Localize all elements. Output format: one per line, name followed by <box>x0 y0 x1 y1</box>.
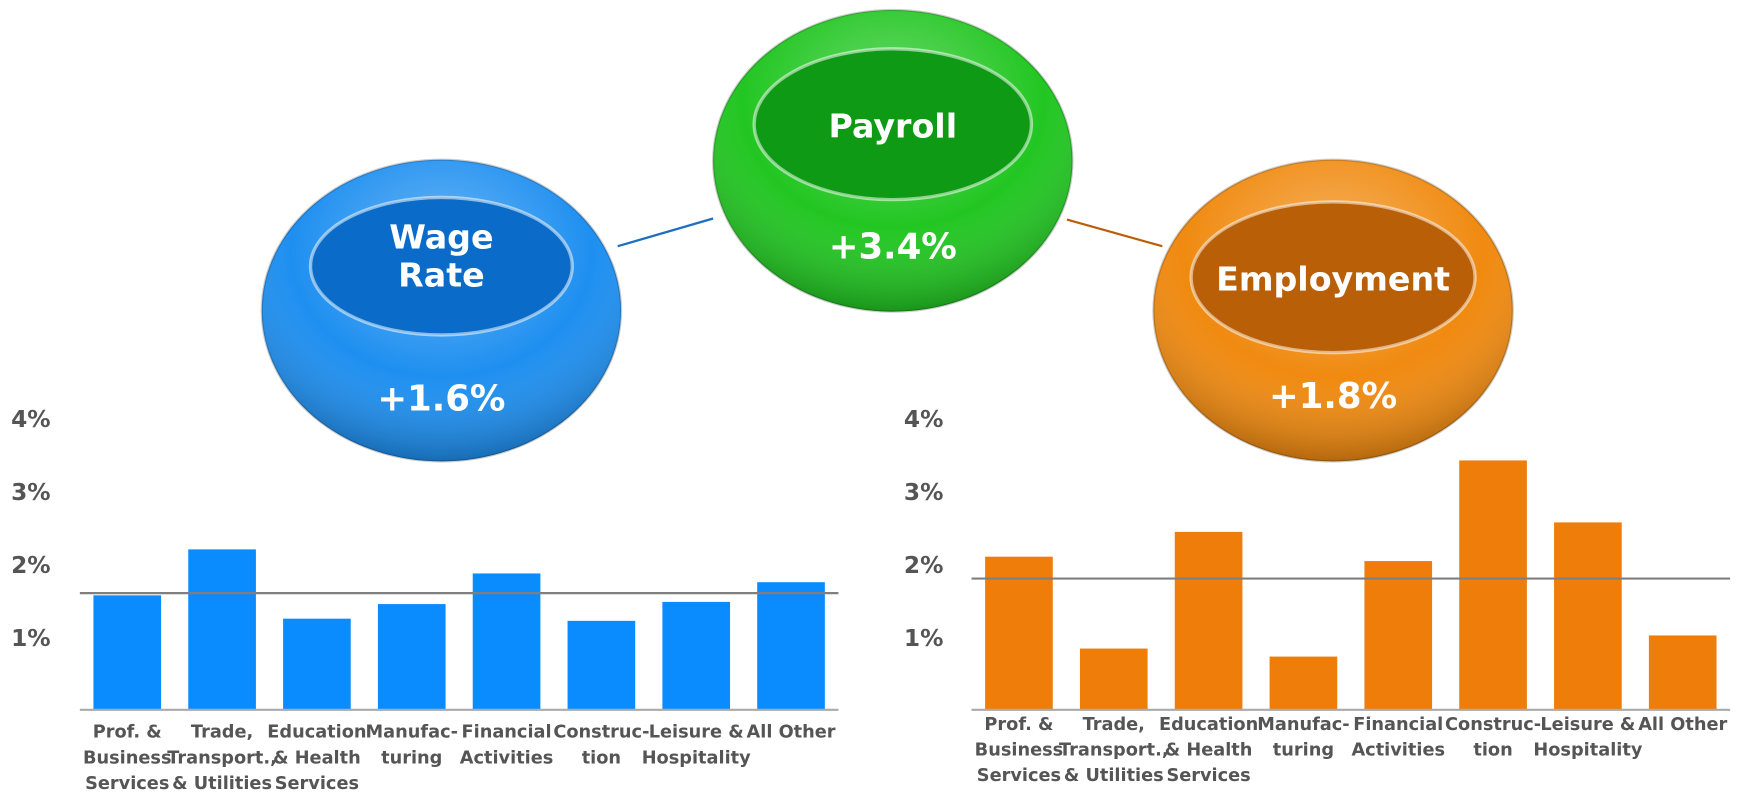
bar <box>1459 460 1527 709</box>
x-tick-label: Trade,Transport.,& Utilities <box>1059 715 1169 786</box>
scene: 1%2%3%4%Prof. &BusinessServicesTrade,Tra… <box>0 0 1739 798</box>
bar <box>757 582 825 710</box>
x-tick-label: Construc-tion <box>1445 715 1541 761</box>
bar <box>1270 657 1338 710</box>
bar <box>188 549 256 709</box>
x-tick-label: Trade,Transport.,& Utilities <box>167 723 277 794</box>
x-tick-label: Manufac-turing <box>1257 715 1349 761</box>
connector <box>618 219 713 247</box>
x-tick-label: Leisure &Hospitality <box>1533 715 1642 761</box>
bubble-title: Payroll <box>828 107 957 146</box>
bar <box>1080 649 1148 710</box>
bar <box>1649 635 1717 709</box>
x-tick-label: All Other <box>747 723 836 743</box>
bar <box>1175 532 1243 710</box>
bubble-value: +1.6% <box>377 378 505 419</box>
bubble-value: +3.4% <box>829 226 957 267</box>
x-tick-label: Construc-tion <box>553 723 649 769</box>
bar <box>93 595 161 709</box>
bar <box>378 604 446 710</box>
y-tick-label: 4% <box>904 406 944 433</box>
x-tick-label: Manufac-turing <box>366 723 458 769</box>
bar <box>1364 561 1432 710</box>
bar <box>568 621 636 710</box>
y-tick-label: 3% <box>904 479 944 506</box>
connector <box>1067 220 1162 247</box>
x-tick-label: Leisure &Hospitality <box>642 723 751 769</box>
x-tick-label: All Other <box>1638 715 1727 735</box>
y-tick-label: 1% <box>11 625 51 652</box>
bubble-value: +1.8% <box>1269 376 1397 417</box>
y-tick-label: 2% <box>904 552 944 579</box>
y-tick-label: 3% <box>11 479 51 506</box>
bubble-title: Employment <box>1216 260 1450 299</box>
y-tick-label: 1% <box>904 625 944 652</box>
page: 1%2%3%4%Prof. &BusinessServicesTrade,Tra… <box>0 0 1739 798</box>
y-tick-label: 2% <box>11 552 51 579</box>
bar <box>1554 522 1622 709</box>
y-tick-label: 4% <box>11 406 51 433</box>
bar <box>662 602 730 710</box>
bar <box>283 619 351 710</box>
